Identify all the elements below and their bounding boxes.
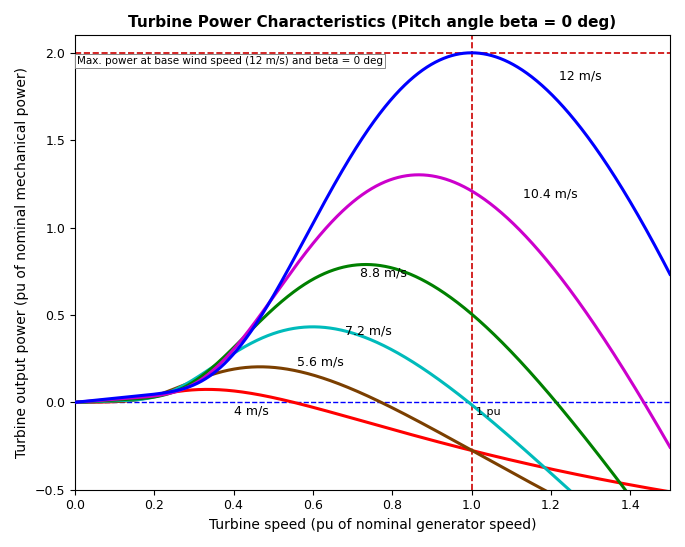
Text: 4 m/s: 4 m/s (234, 405, 269, 417)
X-axis label: Turbine speed (pu of nominal generator speed): Turbine speed (pu of nominal generator s… (209, 518, 536, 532)
Text: Max. power at base wind speed (12 m/s) and beta = 0 deg: Max. power at base wind speed (12 m/s) a… (77, 56, 383, 66)
Y-axis label: Turbine output power (pu of nominal mechanical power): Turbine output power (pu of nominal mech… (15, 67, 29, 458)
Text: 12 m/s: 12 m/s (559, 69, 601, 82)
Text: 10.4 m/s: 10.4 m/s (523, 188, 578, 201)
Text: 8.8 m/s: 8.8 m/s (360, 266, 408, 280)
Title: Turbine Power Characteristics (Pitch angle beta = 0 deg): Turbine Power Characteristics (Pitch ang… (128, 15, 616, 30)
Text: 7.2 m/s: 7.2 m/s (345, 324, 391, 337)
Text: 5.6 m/s: 5.6 m/s (297, 356, 344, 369)
Text: 1 pu: 1 pu (475, 406, 500, 417)
